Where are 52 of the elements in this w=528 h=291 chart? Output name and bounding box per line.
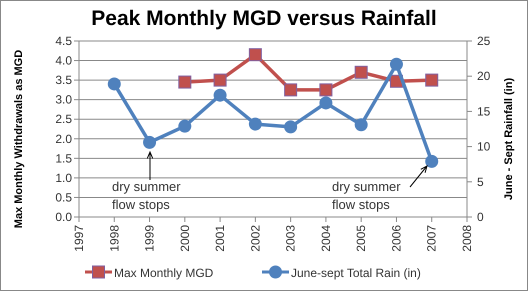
point (354, 66, 368, 79)
point (425, 74, 438, 87)
chart-title: Peak Monthly MGD versus Rainfall (91, 7, 437, 30)
point (284, 83, 298, 96)
point (214, 88, 227, 102)
point (178, 120, 192, 133)
x-tick-label: 2002 (248, 224, 262, 252)
y-tick-label: 3.5 (55, 73, 72, 88)
y2-tick-label: 0 (477, 210, 484, 224)
x-tick-label: 2005 (354, 224, 368, 252)
y-tick-label: 1.0 (55, 170, 72, 185)
point (354, 118, 368, 132)
x-tick-label: 2008 (460, 224, 474, 252)
y-tick-label: 2.5 (55, 112, 72, 126)
y-axis-title: Max Monthly Withdrawals as MGD (13, 50, 25, 228)
y-tick-label: 4.0 (55, 54, 72, 68)
point (248, 118, 262, 131)
y-tick-label: 1.5 (55, 151, 72, 166)
point (390, 58, 403, 71)
y2-tick-label: 25 (477, 34, 491, 48)
annotation: dry summer flow stops (332, 179, 402, 212)
x-tick-label: 2006 (389, 224, 404, 252)
x-tick-label: 2004 (318, 224, 333, 252)
y2-tick-label: 10 (477, 140, 491, 154)
y2-tick-label: 15 (477, 104, 491, 118)
legend-label: June-sept Total Rain (in) (291, 266, 421, 280)
y-tick-label: 0.5 (55, 190, 72, 204)
x-tick-label: 1998 (107, 224, 122, 252)
point (284, 120, 298, 134)
point (248, 48, 262, 62)
point (214, 74, 227, 87)
annotation: dry summer flow stops (112, 179, 182, 212)
point (319, 96, 332, 110)
y-tick-label: 4.5 (55, 34, 72, 48)
x-tick-label: 2000 (178, 224, 192, 252)
x-tick-label: 2003 (284, 224, 298, 252)
point (143, 136, 156, 149)
point (319, 83, 332, 96)
y2-tick-label: 5 (477, 174, 484, 189)
x-tick-label: 2001 (213, 224, 228, 252)
y2-tick-label: 20 (477, 69, 491, 84)
legend-label: Max Monthly MGD (114, 266, 214, 280)
point (108, 77, 121, 90)
x-tick-label: 2007 (424, 224, 439, 252)
x-tick-label: 1999 (142, 224, 157, 252)
point (425, 154, 438, 168)
y-tick-label: 3.0 (55, 92, 72, 107)
y-tick-label: 2.0 (55, 132, 72, 146)
y2-axis-title: June - Sept Rainfall (in) (503, 78, 515, 200)
y-tick-label: 0.0 (55, 210, 72, 224)
point (178, 76, 192, 89)
x-tick-label: 1997 (72, 224, 86, 252)
